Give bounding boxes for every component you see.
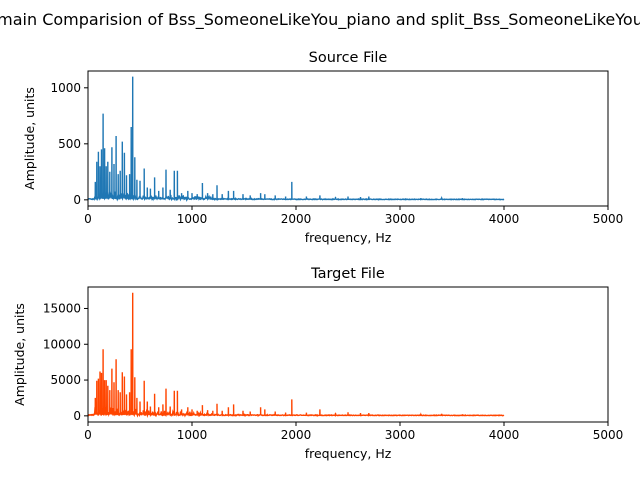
- x-tick-label: 4000: [489, 428, 520, 442]
- source-file-panel: Source File 0 1000 2000 3000 4000 5000 0 500 1000…: [22, 50, 623, 245]
- x-tick-label: 3000: [385, 212, 416, 226]
- x-tick-label: 5000: [593, 212, 624, 226]
- x-axis-label: frequency, Hz: [305, 230, 392, 245]
- y-tick-label: 0: [73, 409, 81, 423]
- axes-title: Target File: [310, 266, 385, 282]
- y-tick-label: 0: [73, 193, 81, 207]
- axes-frame: [87, 70, 609, 207]
- y-tick-label: 1000: [50, 81, 81, 95]
- x-axis-label: frequency, Hz: [305, 446, 392, 461]
- x-tick-label: 4000: [489, 212, 520, 226]
- spectrum-line: [88, 76, 505, 203]
- x-tick-label: 0: [84, 428, 92, 442]
- spectrum-line: [88, 292, 505, 418]
- x-tick-label: 2000: [281, 212, 312, 226]
- axes-title: Source File: [309, 50, 388, 66]
- x-tick-label: 3000: [385, 428, 416, 442]
- axes-frame: [87, 286, 609, 423]
- figure-title: main Comparision of Bss_SomeoneLikeYou_p…: [0, 10, 640, 30]
- y-axis-label: Amplitude, units: [22, 87, 37, 190]
- y-axis-label: Amplitude, units: [12, 303, 27, 406]
- x-tick-label: 0: [84, 212, 92, 226]
- y-tick-label: 10000: [43, 337, 81, 351]
- y-tick-label: 5000: [50, 373, 81, 387]
- x-tick-label: 2000: [281, 428, 312, 442]
- y-tick-label: 15000: [43, 301, 81, 315]
- x-tick-label: 5000: [593, 428, 624, 442]
- y-tick-label: 500: [58, 137, 81, 151]
- x-tick-label: 1000: [177, 212, 208, 226]
- x-tick-label: 1000: [177, 428, 208, 442]
- target-file-panel: Target File 0 1000 2000 3000 4000 5000 0 5000 100…: [12, 266, 623, 461]
